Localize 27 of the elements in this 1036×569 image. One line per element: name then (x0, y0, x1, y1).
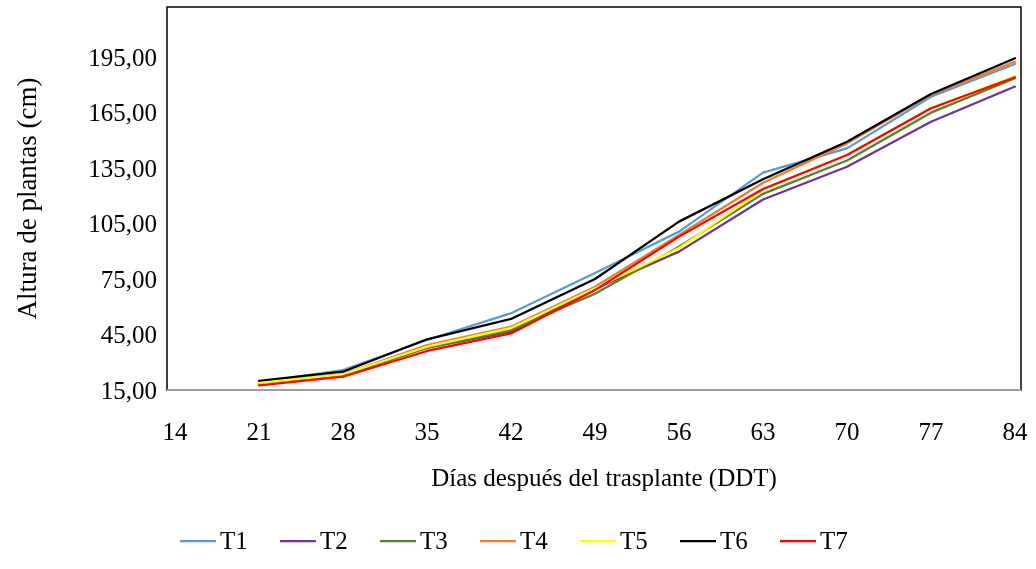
x-tick-label: 28 (330, 418, 356, 445)
y-tick-label: 135,00 (88, 154, 157, 182)
x-tick-label: 21 (246, 418, 272, 445)
y-tick-label: 45,00 (100, 321, 157, 349)
x-tick-label: 70 (834, 418, 860, 445)
x-tick-label: 14 (162, 418, 188, 445)
x-tick-label: 84 (1002, 418, 1028, 445)
legend-label: T5 (620, 527, 648, 554)
x-tick-label: 77 (918, 418, 944, 445)
y-tick-label: 165,00 (88, 99, 157, 127)
legend-label: T2 (320, 527, 348, 554)
x-tick-label: 56 (666, 418, 692, 445)
legend-label: T4 (520, 527, 549, 554)
y-tick-label: 105,00 (88, 210, 157, 238)
y-tick-label: 75,00 (100, 265, 157, 293)
legend-label: T7 (820, 527, 848, 554)
y-tick-label: 195,00 (88, 43, 157, 71)
x-tick-label: 35 (414, 418, 440, 445)
x-axis-title: Días después del trasplante (DDT) (431, 464, 777, 492)
y-axis-title: Altura de plantas (cm) (12, 77, 42, 320)
x-tick-label: 42 (498, 418, 524, 445)
x-tick-label: 63 (750, 418, 776, 445)
y-tick-label: 15,00 (100, 376, 157, 404)
legend-label: T1 (220, 527, 248, 554)
legend-label: T6 (720, 527, 748, 554)
x-tick-label: 49 (582, 418, 608, 445)
legend-label: T3 (420, 527, 448, 554)
